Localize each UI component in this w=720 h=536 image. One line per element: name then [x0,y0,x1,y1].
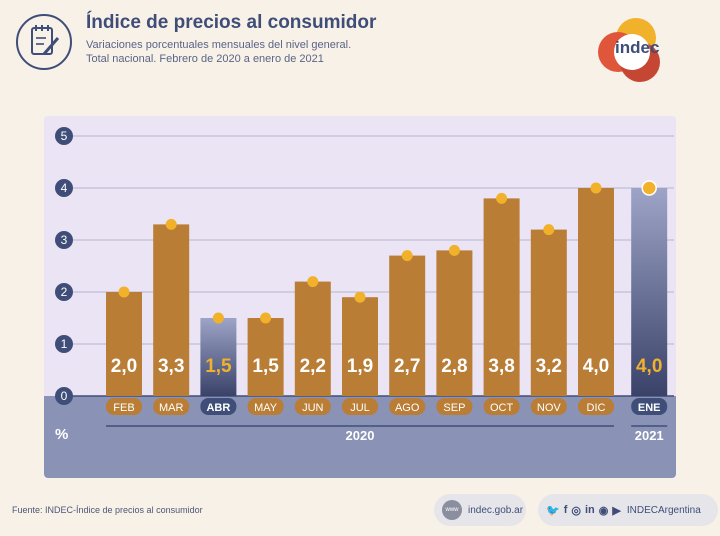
y-tick-badge [55,387,73,405]
data-label: 1,5 [252,356,279,377]
category-label: AGO [395,402,420,414]
category-label: DIC [587,402,606,414]
globe-icon: www [442,500,462,520]
value-dot [401,250,413,262]
bar-ago [389,255,426,396]
document-edit-icon [16,14,72,70]
source-note: Fuente: INDEC-Índice de precios al consu… [12,505,203,515]
category-pill [530,398,567,415]
y-tick-badge [55,179,73,197]
category-pill [153,398,190,415]
category-pill [483,398,520,415]
category-label: NOV [537,402,562,414]
data-label: 2,8 [441,356,467,377]
y-tick-badge [55,127,73,145]
y-tick-label: 5 [61,129,68,143]
bar-jul [342,297,378,396]
linkedin-icon[interactable]: in [584,503,595,516]
category-label: MAR [159,402,184,414]
data-label: 3,8 [488,356,514,377]
data-label: 3,3 [158,356,184,377]
category-label: SEP [443,402,465,414]
category-label: MAY [254,402,278,414]
subtitle-line-1: Variaciones porcentuales mensuales del n… [86,39,352,51]
bar-may [247,318,284,396]
chart-title: Índice de precios al consumidor [86,12,377,33]
value-dot [354,291,366,303]
y-tick-badge [55,231,73,249]
value-dot [448,244,460,256]
value-dot [496,192,508,204]
value-dot [212,312,224,324]
bar-ene [631,188,668,396]
youtube-icon[interactable]: ▶ [612,504,621,517]
data-label: 2,2 [300,356,326,377]
category-pill [631,398,668,415]
website-text: indec.gob.ar [468,504,524,516]
bar-oct [483,198,520,396]
category-pill [389,398,426,415]
bar-mar [153,224,190,396]
social-links[interactable]: 🐦 f ◎ in ◉ ▶ INDECArgentina [538,494,718,526]
y-tick-badge [55,283,73,301]
social-icons: 🐦 f ◎ in ◉ ▶ [546,504,621,517]
bar-jun [294,281,331,396]
category-label: JUN [302,402,323,414]
y-axis-label: % [55,426,68,443]
category-pill [578,398,614,415]
bar-sep [436,250,473,396]
category-pill [247,398,284,415]
y-tick-badge [55,335,73,353]
y-tick-label: 2 [61,285,68,299]
year-label: 2021 [635,428,664,443]
data-label: 4,0 [636,356,662,377]
data-label: 1,9 [347,356,373,377]
y-tick-label: 0 [61,389,68,403]
y-tick-label: 1 [61,337,68,351]
year-label: 2020 [346,428,375,443]
bar-dic [578,188,614,396]
category-label: OCT [490,402,513,414]
category-pill [200,398,237,415]
data-label: 2,7 [394,356,420,377]
indec-logo [592,14,674,84]
category-pill [342,398,378,415]
value-dot [165,218,177,230]
bar-feb [106,292,142,396]
logo-text: indec [615,38,660,57]
bar-nov [530,229,567,396]
facebook-icon[interactable]: f [563,503,568,516]
value-dot [307,276,319,288]
data-label: 3,2 [536,356,562,377]
category-pill [294,398,331,415]
y-tick-label: 3 [61,233,68,247]
social-handle: INDECArgentina [626,504,701,516]
value-dot [543,224,555,236]
category-pill [436,398,473,415]
value-dot [118,286,130,298]
bar-abr [200,318,237,396]
data-label: 4,0 [583,356,609,377]
subtitle-line-2: Total nacional. Febrero de 2020 a enero … [86,53,324,65]
spotify-icon[interactable]: ◉ [598,504,609,517]
value-dot [641,180,657,196]
category-label: JUL [350,402,370,414]
value-dot [260,312,272,324]
chart-subtitle: Variaciones porcentuales mensuales del n… [86,38,351,66]
twitter-icon[interactable]: 🐦 [546,504,560,517]
category-label: ABR [206,402,230,414]
instagram-icon[interactable]: ◎ [571,504,581,517]
data-label: 2,0 [111,356,137,377]
chart-area: 0 1 2 3 4 5% 2,0 FEB 3,3 MAR 1,5 ABR 1,5 MAY 2,2 JUN 1,9… [44,116,676,478]
category-label: FEB [113,402,134,414]
data-label: 1,5 [205,356,232,377]
category-label: ENE [638,402,661,414]
category-pill [106,398,142,415]
y-tick-label: 4 [61,181,68,195]
bar-chart: 0 1 2 3 4 5% 2,0 FEB 3,3 MAR 1,5 ABR 1,5 MAY 2,2 JUN 1,9… [44,116,676,478]
value-dot [590,182,602,194]
website-link[interactable]: www indec.gob.ar [434,494,526,526]
